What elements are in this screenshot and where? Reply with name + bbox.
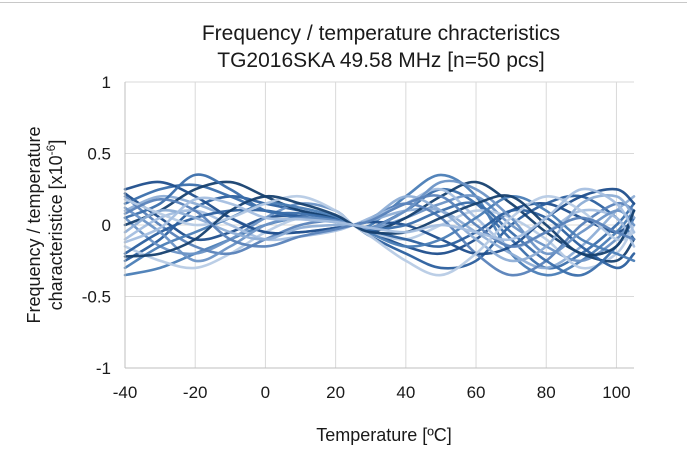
y-axis-label-line1: Frequency / temperature (24, 126, 44, 323)
chart-title: Frequency / temperature chracteristics (202, 22, 560, 45)
y-tick-label: 0 (102, 216, 111, 235)
series-line-19 (123, 194, 636, 248)
series-line-13 (123, 173, 636, 277)
y-axis-label-exponent: -6 (44, 144, 58, 155)
top-divider (0, 2, 687, 3)
y-axis-label-suffix: ] (46, 140, 66, 145)
x-tick-label: 40 (396, 383, 415, 402)
y-tick-labels: -1 -0.5 0 0.5 1 (82, 73, 111, 378)
x-tick-label: 0 (261, 383, 270, 402)
x-tick-label: 20 (326, 383, 345, 402)
series-line-17 (123, 194, 636, 277)
x-tick-label: -40 (113, 383, 138, 402)
y-axis-label-line2: characteristice [x10-6] (44, 140, 66, 311)
gridlines (124, 81, 634, 369)
y-tick-label: 0.5 (87, 145, 111, 164)
y-tick-label: -1 (96, 359, 111, 378)
x-axis-label: Temperature [ºC] (316, 425, 452, 445)
x-tick-labels: -40 -20 0 20 40 60 80 100 (113, 383, 631, 402)
plot-frame (124, 82, 634, 369)
y-axis-label-prefix: characteristice [x10 (46, 155, 66, 310)
y-tick-label: -0.5 (82, 288, 111, 307)
series-line-18 (123, 194, 636, 258)
x-tick-label: 100 (602, 383, 630, 402)
x-tick-label: -20 (183, 383, 208, 402)
y-tick-label: 1 (102, 73, 111, 92)
series-line-20 (123, 187, 636, 244)
series-line-12 (123, 208, 636, 270)
chart-subtitle: TG2016SKA 49.58 MHz [n=50 pcs] (217, 49, 544, 72)
series-lines (123, 173, 636, 277)
x-tick-label: 60 (467, 383, 486, 402)
y-axis-label: Frequency / temperature characteristice … (24, 126, 66, 323)
x-tick-label: 80 (537, 383, 556, 402)
